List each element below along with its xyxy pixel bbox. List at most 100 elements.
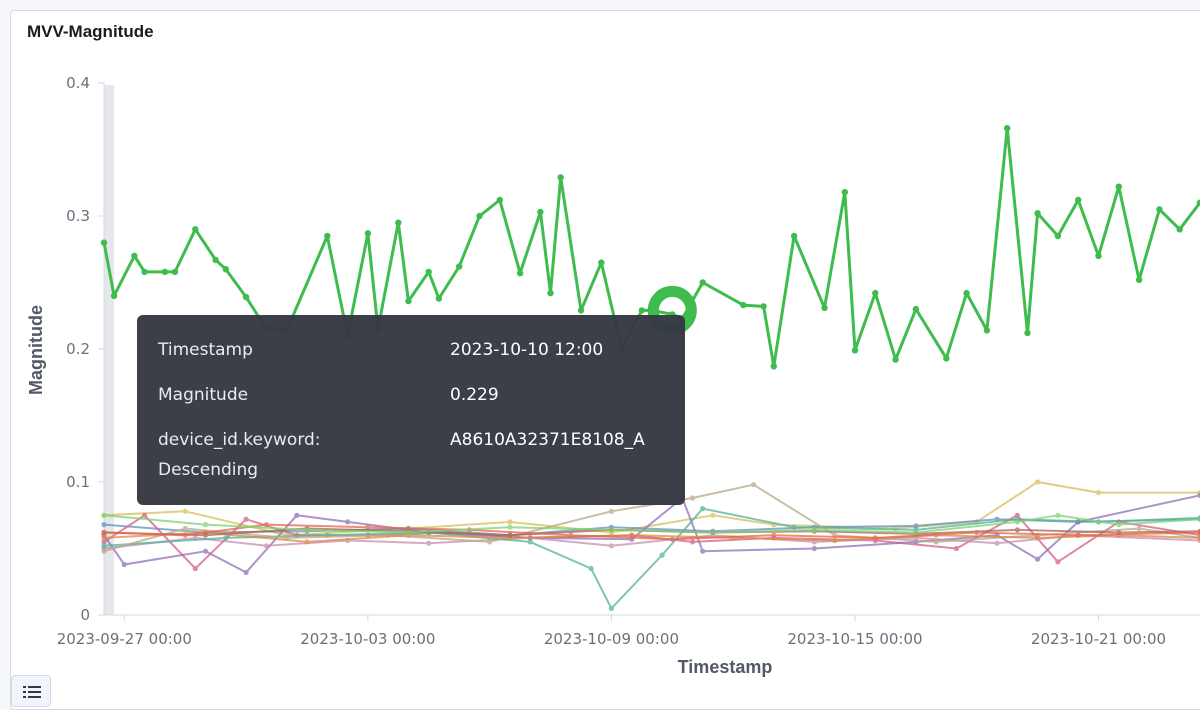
data-point[interactable] [913, 523, 919, 529]
data-point[interactable] [1115, 183, 1123, 190]
data-point[interactable] [507, 532, 513, 538]
data-point[interactable] [171, 268, 179, 276]
data-point[interactable] [1055, 512, 1061, 518]
data-point[interactable] [507, 524, 513, 530]
data-point[interactable] [192, 226, 199, 233]
data-point[interactable] [690, 539, 696, 545]
data-point[interactable] [638, 307, 646, 314]
data-point[interactable] [324, 232, 331, 240]
data-point[interactable] [294, 512, 300, 518]
data-point[interactable] [700, 548, 706, 554]
data-point[interactable] [101, 543, 107, 549]
data-point[interactable] [304, 539, 310, 545]
data-point[interactable] [943, 355, 950, 362]
data-point[interactable] [1197, 535, 1200, 541]
data-point[interactable] [1035, 479, 1041, 485]
data-point[interactable] [1095, 252, 1102, 260]
data-point[interactable] [547, 289, 554, 297]
data-point[interactable] [101, 539, 107, 545]
data-point[interactable] [1034, 210, 1041, 217]
data-point[interactable] [202, 522, 209, 528]
data-point[interactable] [476, 212, 483, 220]
data-point[interactable] [821, 304, 828, 311]
data-point[interactable] [892, 356, 899, 363]
data-point[interactable] [537, 208, 544, 216]
data-point[interactable] [142, 512, 148, 518]
data-point[interactable] [100, 239, 108, 246]
data-point[interactable] [963, 289, 970, 297]
data-point[interactable] [222, 266, 229, 273]
data-point[interactable] [1196, 199, 1200, 206]
data-point[interactable] [1024, 329, 1031, 337]
data-point[interactable] [1176, 226, 1183, 233]
data-point[interactable] [872, 535, 878, 541]
data-point[interactable] [1136, 525, 1142, 532]
data-point[interactable] [304, 527, 310, 533]
data-point[interactable] [202, 548, 209, 554]
data-point[interactable] [263, 543, 269, 549]
data-point[interactable] [1075, 532, 1081, 538]
data-point[interactable] [263, 522, 269, 528]
data-point[interactable] [983, 327, 991, 334]
data-point[interactable] [101, 512, 107, 518]
data-point[interactable] [101, 548, 107, 554]
data-point[interactable] [1156, 206, 1163, 213]
data-point[interactable] [791, 524, 797, 530]
data-point[interactable] [182, 525, 188, 532]
data-point[interactable] [1014, 519, 1020, 525]
data-point[interactable] [405, 297, 412, 305]
data-point[interactable] [770, 363, 777, 370]
data-point[interactable] [629, 532, 635, 538]
data-point[interactable] [608, 508, 615, 514]
data-point[interactable] [912, 305, 920, 313]
data-point[interactable] [161, 268, 169, 276]
data-point[interactable] [395, 219, 402, 226]
data-point[interactable] [496, 196, 503, 204]
data-point[interactable] [243, 569, 249, 576]
data-point[interactable] [872, 289, 879, 297]
data-point[interactable] [1197, 529, 1200, 536]
data-point[interactable] [557, 174, 564, 181]
data-point[interactable] [202, 532, 209, 538]
series-line[interactable] [103, 531, 1200, 543]
data-point[interactable] [669, 536, 675, 542]
data-point[interactable] [192, 565, 198, 572]
data-point[interactable] [974, 529, 980, 536]
data-point[interactable] [1095, 490, 1102, 496]
data-point[interactable] [101, 529, 107, 536]
data-point[interactable] [608, 605, 615, 612]
data-point[interactable] [1197, 492, 1200, 498]
data-point[interactable] [659, 552, 665, 558]
data-point[interactable] [131, 252, 138, 260]
data-point[interactable] [435, 295, 443, 302]
data-point[interactable] [1116, 522, 1122, 528]
series-line[interactable] [103, 507, 1200, 610]
data-point[interactable] [487, 539, 493, 545]
data-point[interactable] [426, 540, 432, 546]
data-point[interactable] [101, 522, 107, 528]
data-point[interactable] [456, 263, 463, 270]
data-point[interactable] [608, 543, 615, 549]
data-point[interactable] [577, 307, 585, 314]
data-point[interactable] [1135, 276, 1143, 283]
data-point[interactable] [507, 519, 513, 525]
data-point[interactable] [365, 524, 371, 530]
data-point[interactable] [101, 535, 107, 541]
data-point[interactable] [790, 232, 798, 240]
legend-toggle-button[interactable] [11, 675, 51, 707]
data-point[interactable] [527, 539, 533, 545]
data-point[interactable] [364, 230, 372, 237]
data-point[interactable] [598, 259, 605, 266]
data-point[interactable] [588, 565, 594, 572]
data-point[interactable] [608, 527, 615, 533]
data-point[interactable] [771, 532, 777, 538]
data-point[interactable] [121, 561, 127, 568]
data-point[interactable] [740, 301, 747, 309]
data-point[interactable] [699, 279, 706, 286]
data-point[interactable] [1035, 556, 1041, 562]
data-point[interactable] [223, 535, 229, 541]
data-point[interactable] [516, 270, 524, 277]
data-point[interactable] [405, 529, 411, 536]
data-point[interactable] [953, 545, 960, 552]
data-point[interactable] [242, 293, 250, 301]
